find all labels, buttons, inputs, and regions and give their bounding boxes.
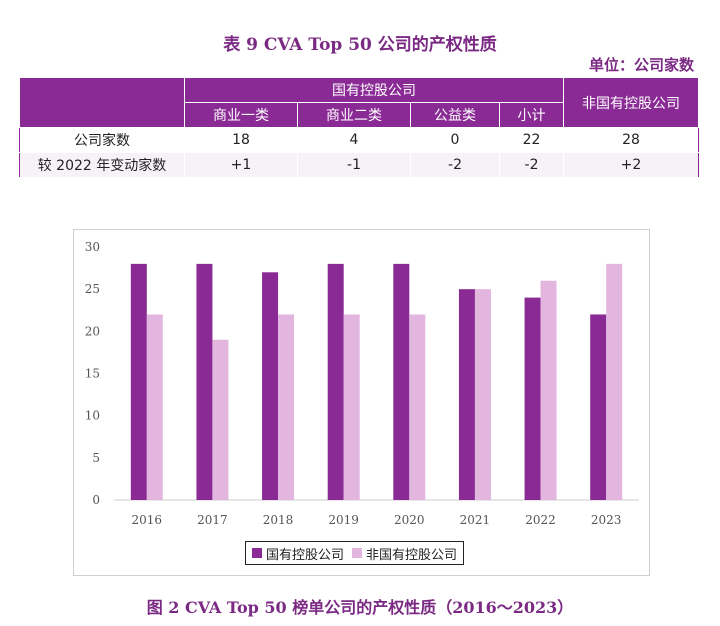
table-row: 公司家数 18 4 0 22 28 [19,127,699,153]
subheader-commercial-1: 商业一类 [184,102,298,128]
bar-non-state [212,339,229,500]
bar-state-owned [262,272,279,500]
bar-state-owned [393,263,410,500]
y-tick-label: 30 [85,240,100,254]
table-cell: +1 [184,152,298,178]
legend-item-non-state: 非国有控股公司 [352,544,457,563]
x-tick-label: 2018 [263,513,294,527]
bar-state-owned [524,297,541,500]
bar-state-owned [590,314,607,500]
table-cell: 4 [297,127,411,153]
legend-item-state: 国有控股公司 [252,544,344,563]
y-tick-label: 20 [85,324,100,338]
table-cell: -2 [410,152,500,178]
table-cell: 28 [563,127,699,153]
subheader-subtotal: 小计 [499,102,564,128]
bar-non-state [343,314,360,500]
row-label: 公司家数 [19,127,185,153]
table-cell: +2 [563,152,699,178]
corner-header-cell [19,77,185,128]
chart-frame: 0 5 10 15 20 25 30 2016 2017 2018 2019 2020 2021 2022… [73,229,650,576]
legend-swatch-state [252,548,262,558]
table-cell: -1 [297,152,411,178]
subheader-commercial-2: 商业二类 [297,102,411,128]
bar-non-state [474,289,491,500]
y-tick-label: 5 [92,451,100,465]
table-cell: 22 [499,127,564,153]
table-cell: 0 [410,127,500,153]
y-tick-label: 25 [85,282,100,296]
state-owned-header: 国有控股公司 [184,77,564,103]
y-tick-label: 15 [85,367,100,381]
table-cell: -2 [499,152,564,178]
x-tick-label: 2022 [525,513,556,527]
property-table: 国有控股公司 非国有控股公司 商业一类 商业二类 公益类 小计 公司家数 18 … [19,77,699,178]
bar-non-state [540,280,557,500]
legend-label-state: 国有控股公司 [266,547,345,563]
x-tick-label: 2021 [460,513,491,527]
row-label: 较 2022 年变动家数 [19,152,185,178]
bar-non-state [146,314,163,500]
x-tick-label: 2023 [591,513,622,527]
y-tick-label: 10 [85,409,100,423]
y-tick-label: 0 [92,493,100,507]
bar-non-state [606,263,623,500]
chart-legend: 国有控股公司 非国有控股公司 [245,541,465,565]
x-tick-label: 2019 [328,513,359,527]
table-row: 较 2022 年变动家数 +1 -1 -2 -2 +2 [19,152,699,178]
unit-label: 单位：公司家数 [588,56,694,74]
bar-non-state [409,314,426,500]
subheader-public-welfare: 公益类 [410,102,500,128]
table-cell: 18 [184,127,298,153]
non-state-header: 非国有控股公司 [563,77,699,128]
bar-chart: 0 5 10 15 20 25 30 2016 2017 2018 2019 2020 2021 2022… [85,240,639,527]
bar-state-owned [196,263,213,500]
bar-state-owned [458,289,475,500]
x-tick-label: 2020 [394,513,425,527]
x-tick-label: 2016 [132,513,163,527]
legend-label-non-state: 非国有控股公司 [366,547,458,563]
legend-swatch-non-state [352,548,363,558]
bar-state-owned [327,263,344,500]
x-tick-label: 2017 [197,513,228,527]
bar-state-owned [130,263,147,500]
bar-non-state [278,314,295,500]
table-title: 表 9 CVA Top 50 公司的产权性质 [223,35,497,55]
figure-title: 图 2 CVA Top 50 榜单公司的产权性质（2016～2023） [146,598,574,617]
